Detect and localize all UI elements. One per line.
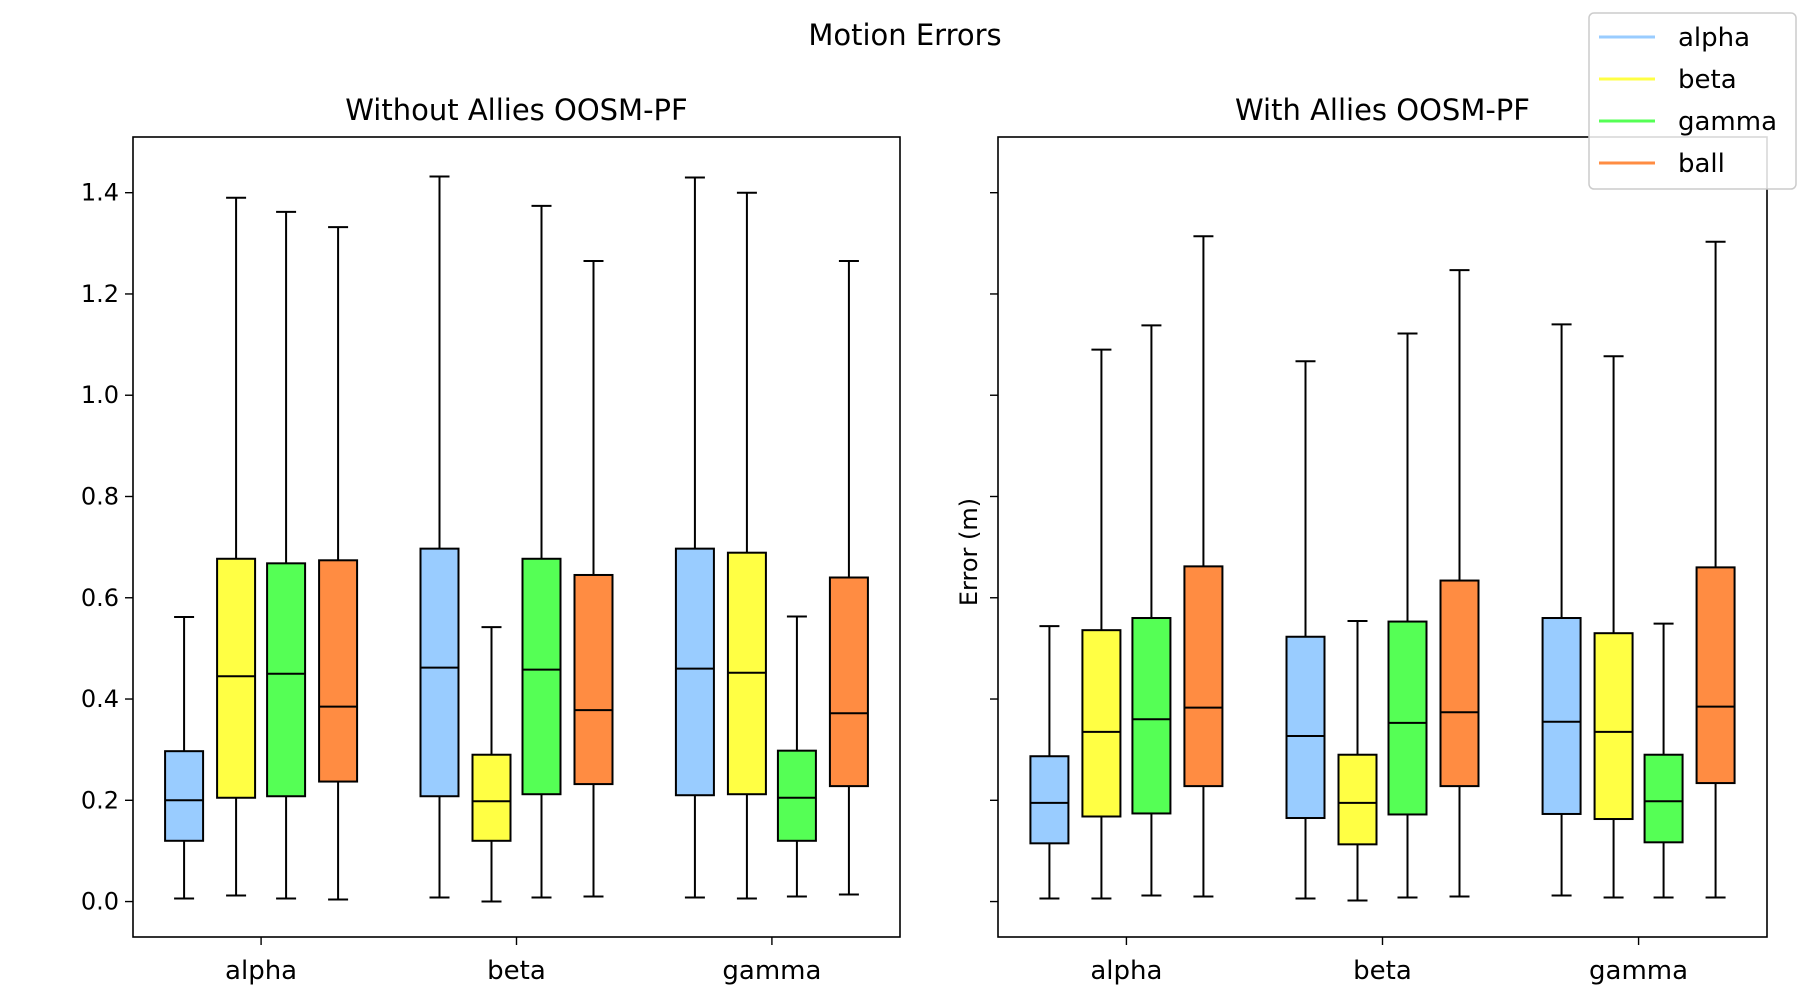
y-tick-label: 0.8: [81, 482, 119, 510]
legend-item-beta: beta: [1599, 65, 1737, 95]
box-body: [1337, 753, 1378, 846]
box-body: [216, 557, 257, 799]
y-tick-label: 1.2: [81, 280, 119, 308]
box-alpha-gamma: [674, 176, 715, 899]
box-beta-alpha: [1081, 348, 1122, 900]
y-tick-label: 0.0: [81, 888, 119, 916]
box-body: [1131, 617, 1172, 815]
box-body: [1541, 617, 1582, 815]
legend-label: beta: [1678, 65, 1737, 95]
box-ball-alpha: [1183, 235, 1224, 898]
box-alpha-beta: [1285, 360, 1326, 900]
box-beta-alpha: [216, 196, 257, 897]
legend-frame: [1588, 12, 1797, 190]
box-ball-alpha: [318, 226, 359, 901]
box-body: [1387, 620, 1428, 816]
x-tick-label: gamma: [1589, 956, 1688, 986]
x-tick-label: alpha: [1090, 956, 1162, 986]
x-tick-label: beta: [487, 956, 546, 986]
y-tick-label: 0.2: [81, 786, 119, 814]
legend-label: ball: [1678, 149, 1725, 179]
legend-item-ball: ball: [1599, 149, 1725, 179]
legend-item-gamma: gamma: [1599, 107, 1777, 137]
box-body: [674, 547, 715, 797]
panel-1: Without Allies OOSM-PF 0.0 0.2 0.4 0.6 0.8 1.0…: [81, 93, 901, 986]
legend-label: alpha: [1678, 23, 1750, 53]
box-ball-gamma: [1695, 240, 1736, 899]
box-body: [521, 557, 562, 796]
box-gamma-beta: [1387, 332, 1428, 899]
box-body: [828, 576, 869, 788]
box-body: [419, 547, 460, 798]
box-body: [1029, 755, 1070, 845]
box-body: [1285, 635, 1326, 820]
legend-item-alpha: alpha: [1599, 23, 1750, 53]
box-body: [164, 750, 205, 842]
box-body: [1643, 753, 1684, 844]
box-beta-gamma: [1593, 355, 1634, 899]
box-body: [318, 559, 359, 783]
box-body: [776, 749, 817, 842]
box-body: [1081, 629, 1122, 818]
box-beta-beta: [471, 626, 512, 903]
panel-2: With Allies OOSM-PF Error (m) alpha beta gam…: [955, 93, 1768, 986]
panels: Without Allies OOSM-PF 0.0 0.2 0.4 0.6 0.8 1.0…: [81, 93, 1768, 986]
y-tick-label: 1.4: [81, 179, 119, 207]
box-beta-gamma: [726, 191, 767, 900]
box-beta-beta: [1337, 620, 1378, 902]
box-body: [573, 573, 614, 786]
legend: alpha beta gamma ball: [1588, 12, 1797, 190]
box-body: [266, 562, 307, 798]
subplot-title: With Allies OOSM-PF: [1235, 93, 1530, 127]
y-tick-label: 0.4: [81, 685, 119, 713]
figure-title: Motion Errors: [808, 18, 1001, 52]
box-ball-beta: [573, 260, 614, 898]
box-ball-gamma: [828, 260, 869, 896]
box-ball-beta: [1439, 269, 1480, 898]
box-gamma-gamma: [776, 615, 817, 898]
box-body: [1183, 565, 1224, 788]
box-gamma-alpha: [1131, 324, 1172, 897]
box-body: [1695, 566, 1736, 785]
box-alpha-alpha: [164, 616, 205, 900]
x-tick-label: gamma: [722, 956, 821, 986]
box-body: [1439, 579, 1480, 788]
legend-label: gamma: [1678, 107, 1777, 137]
x-tick-label: alpha: [225, 956, 297, 986]
box-alpha-alpha: [1029, 625, 1070, 900]
y-axis-label: Error (m): [955, 498, 983, 606]
box-alpha-gamma: [1541, 323, 1582, 897]
x-tick-label: beta: [1353, 956, 1412, 986]
box-gamma-alpha: [266, 210, 307, 900]
y-tick-label: 1.0: [81, 381, 119, 409]
y-tick-label: 0.6: [81, 584, 119, 612]
box-gamma-beta: [521, 204, 562, 899]
box-body: [1593, 632, 1634, 821]
subplot-title: Without Allies OOSM-PF: [345, 93, 687, 127]
box-body: [471, 753, 512, 842]
box-gamma-gamma: [1643, 622, 1684, 899]
box-alpha-beta: [419, 175, 460, 899]
